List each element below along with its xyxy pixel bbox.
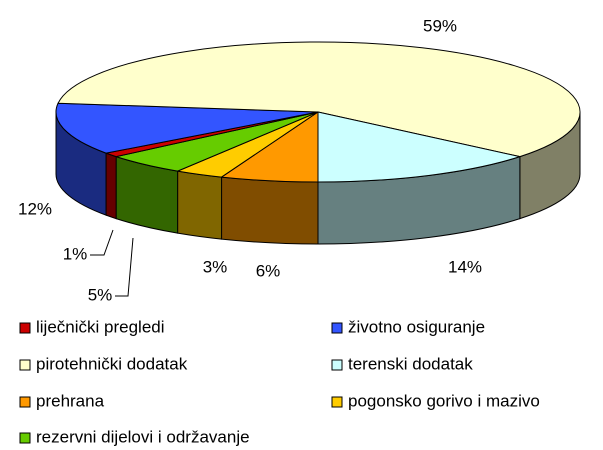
slice-side [105, 152, 117, 220]
leader-line [90, 229, 114, 256]
legend-swatch [19, 359, 31, 371]
data-label: 5% [88, 285, 113, 304]
slice [317, 111, 522, 183]
legend-label: pogonsko gorivo i mazivo [348, 391, 540, 410]
data-label: 12% [18, 199, 52, 218]
slice-side [177, 170, 223, 240]
legend-label: liječnički pregledi [36, 317, 165, 336]
data-label: 1% [63, 244, 88, 263]
data-label: 6% [256, 261, 281, 280]
leader-line [115, 237, 134, 297]
data-label: 3% [203, 257, 228, 276]
legend-swatch [331, 359, 343, 371]
slice [57, 41, 581, 158]
legend-label: terenski dodatak [348, 354, 473, 373]
legend-label: prehrana [36, 391, 105, 410]
legend-swatch [19, 432, 31, 444]
legend-swatch [331, 396, 343, 408]
legend-swatch [19, 396, 31, 408]
legend-label: životno osiguranje [348, 317, 485, 336]
data-label: 14% [448, 257, 482, 276]
slice [55, 102, 319, 154]
legend-swatch [19, 322, 31, 334]
data-label: 59% [423, 16, 457, 35]
legend-swatch [331, 322, 343, 334]
legend-label: pirotehnički dodatak [36, 354, 188, 373]
slice-side [221, 176, 319, 245]
legend-label: rezervni dijelovi i održavanje [36, 427, 250, 446]
